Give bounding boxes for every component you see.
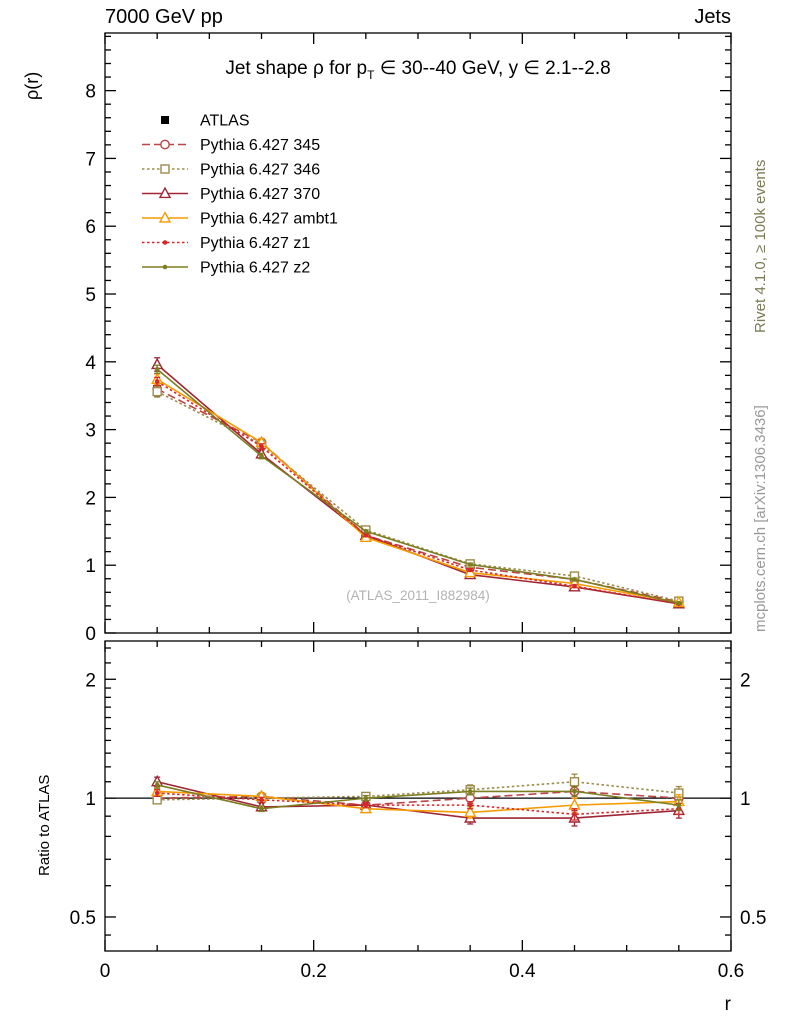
main-y-tick-label: 4 xyxy=(85,353,96,374)
marker-dot-icon xyxy=(154,379,160,384)
marker-dot-icon xyxy=(467,567,473,573)
main-y-tick-label: 8 xyxy=(85,82,96,103)
legend-item-pythia-370: Pythia 6.427 370 xyxy=(142,186,320,203)
legend: ATLAS Pythia 6.427 345 Pythia 6.427 346 Pyt… xyxy=(142,113,338,277)
legend-label: Pythia 6.427 370 xyxy=(200,186,320,203)
series-line xyxy=(156,368,680,604)
legend-item-pythia-z1: Pythia 6.427 z1 xyxy=(142,235,310,252)
header-process: Jets xyxy=(694,6,731,28)
series-ratio-line xyxy=(156,780,679,819)
main-y-tick-label: 1 xyxy=(85,556,96,577)
side-note-mcplots-arxiv: mcplots.cern.ch [arXiv:1306.3436] xyxy=(752,405,769,632)
legend-item-pythia-346: Pythia 6.427 346 xyxy=(142,162,320,179)
legend-item-pythia-z2: Pythia 6.427 z2 xyxy=(142,260,310,277)
ratio-y-tick-label: 0.5 xyxy=(70,908,96,929)
main-y-axis-label: ρ(r) xyxy=(22,71,42,100)
x-tick-label: 0 xyxy=(100,961,111,982)
marker-dot-icon xyxy=(162,240,168,245)
plot-title-pre: Jet shape ρ for p xyxy=(225,58,368,79)
legend-label: Pythia 6.427 345 xyxy=(200,137,320,154)
marker-dot-icon xyxy=(572,577,577,582)
main-y-tick-label: 0 xyxy=(85,624,96,645)
series-ratio-line xyxy=(157,792,679,816)
legend-label: ATLAS xyxy=(200,113,250,130)
series-pythia-z1 xyxy=(154,376,682,821)
legend-item-pythia-ambt1: Pythia 6.427 ambt1 xyxy=(142,211,338,228)
series-ratio-line xyxy=(156,784,679,810)
marker-dot-icon xyxy=(363,529,369,534)
marker-dot-icon xyxy=(259,806,264,812)
marker-dot-icon xyxy=(572,789,577,794)
series-line xyxy=(156,378,679,604)
marker-dot-icon xyxy=(676,600,682,606)
plot-root: 0 1 2 3 4 5 6 7 8 0 0.2 0.4 0.6 0.5 0.5 1 1 2 2 ATLAS Pythia… xyxy=(70,32,766,982)
marker-dot-icon xyxy=(363,802,369,808)
marker-square-open-icon xyxy=(152,386,162,397)
marker-dot-icon xyxy=(154,782,160,788)
legend-label: Pythia 6.427 z1 xyxy=(200,235,310,252)
x-tick-label: 0.2 xyxy=(300,961,326,982)
series-ratio-line xyxy=(157,790,679,806)
marker-dot-icon xyxy=(572,583,577,589)
main-y-tick-label: 5 xyxy=(85,285,96,306)
marker-dot-icon xyxy=(363,533,369,538)
ratio-y-tick-label: 1 xyxy=(740,789,751,810)
main-y-tick-label: 3 xyxy=(85,421,96,442)
plot-title: Jet shape ρ for pT ∈ 30--40 GeV, y ∈ 2.1… xyxy=(105,57,731,82)
marker-dot-icon xyxy=(154,366,160,372)
legend-label: Pythia 6.427 346 xyxy=(200,162,320,179)
marker-dot-icon xyxy=(572,811,577,817)
x-tick-label: 0.4 xyxy=(509,961,536,982)
side-note-rivet-version: Rivet 4.1.0, ≥ 100k events xyxy=(752,159,769,333)
plot-title-subscript: T xyxy=(367,67,375,82)
series-pythia-z2 xyxy=(154,364,682,813)
ratio-y-axis-label: Ratio to ATLAS xyxy=(36,774,53,876)
ratio-y-tick-label: 2 xyxy=(85,670,96,691)
series-ratio-line xyxy=(157,790,679,814)
marker-circle-open-icon xyxy=(160,139,170,150)
header-beam-energy: 7000 GeV pp xyxy=(105,6,223,28)
marker-triangle-open-icon xyxy=(158,211,172,223)
marker-dot-icon xyxy=(676,802,682,808)
axis-ticks xyxy=(104,33,732,951)
main-y-tick-label: 2 xyxy=(85,488,96,509)
main-y-tick-label: 7 xyxy=(85,149,96,170)
marker-dot-icon xyxy=(467,562,473,567)
marker-dot-icon xyxy=(259,797,264,803)
marker-dot-icon xyxy=(259,453,264,459)
marker-dot-icon xyxy=(259,444,264,449)
series-atlas xyxy=(153,381,683,606)
marker-dot-icon xyxy=(467,802,473,808)
x-axis-label: r xyxy=(724,994,731,1015)
marker-triangle-open-icon xyxy=(158,186,172,199)
legend-item-atlas: ATLAS xyxy=(161,113,250,130)
ratio-y-tick-label: 2 xyxy=(740,670,751,691)
marker-square-open-icon xyxy=(160,164,170,174)
legend-label: Pythia 6.427 ambt1 xyxy=(200,211,338,228)
x-tick-label: 0.6 xyxy=(718,961,744,982)
marker-dot-icon xyxy=(162,264,168,270)
marker-dot-icon xyxy=(363,795,369,801)
series-line xyxy=(156,363,679,605)
ratio-y-tick-label: 1 xyxy=(85,789,96,810)
watermark-analysis-id: (ATLAS_2011_I882984) xyxy=(346,588,490,603)
plot-title-post: ∈ 30--40 GeV, y ∈ 2.1--2.8 xyxy=(374,58,611,79)
series-line xyxy=(156,388,680,603)
main-y-tick-label: 6 xyxy=(85,217,96,238)
legend-label: Pythia 6.427 z2 xyxy=(200,260,310,277)
marker-dot-icon xyxy=(467,789,473,794)
marker-triangle-open-icon xyxy=(463,805,477,818)
series-line xyxy=(156,390,680,602)
marker-square-filled-icon xyxy=(161,116,169,124)
series-line xyxy=(156,380,679,605)
legend-item-pythia-345: Pythia 6.427 345 xyxy=(142,137,320,154)
main-panel-frame xyxy=(104,32,732,634)
marker-square-open-icon xyxy=(569,777,580,787)
marker-dot-icon xyxy=(154,790,160,796)
ratio-y-tick-label: 0.5 xyxy=(740,908,766,929)
